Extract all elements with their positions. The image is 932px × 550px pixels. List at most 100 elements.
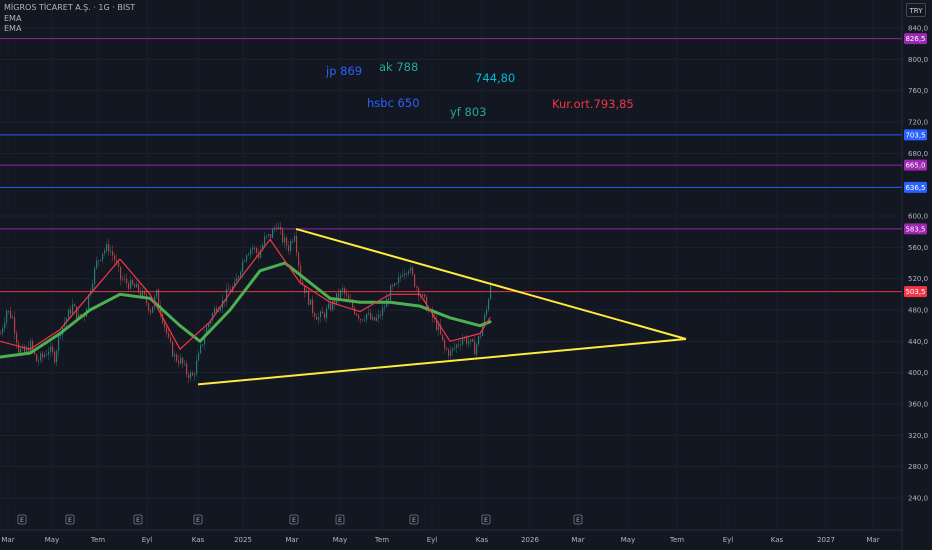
candle-body [348, 295, 350, 301]
x-tick-label: Tem [669, 536, 684, 544]
candle-body [112, 251, 114, 256]
annotation-jp[interactable]: jp 869 [326, 64, 363, 78]
x-tick-label: Tem [374, 536, 389, 544]
earnings-marker: E [335, 514, 345, 525]
candle-body [196, 360, 198, 374]
annotation-kur-ort[interactable]: Kur.ort.793,85 [552, 97, 634, 111]
candle-body [330, 303, 332, 310]
candle-body [30, 341, 32, 353]
x-tick-label: Mar [866, 536, 879, 544]
currency-button[interactable]: TRY [906, 3, 926, 17]
candle-body [44, 354, 46, 358]
y-tick-label: 800,0 [908, 56, 928, 64]
candle-body [212, 313, 214, 320]
candle-body [16, 333, 18, 343]
candle-body [388, 298, 390, 301]
ema-lines [0, 238, 492, 359]
level-tag [904, 159, 927, 171]
annotation-price[interactable]: 744,80 [475, 71, 516, 85]
annotation-ak[interactable]: ak 788 [379, 60, 419, 74]
candle-body [114, 255, 116, 261]
earnings-icon [289, 514, 299, 525]
y-tick-label: 480,0 [908, 307, 928, 315]
candle-body [480, 335, 482, 337]
symbol-title[interactable]: MİGROS TİCARET A.Ş. · 1G · BIST [4, 3, 136, 12]
candle-body [382, 307, 384, 316]
earnings-marker: E [133, 514, 143, 525]
candle-body [270, 234, 272, 238]
x-tick-label: Eyl [427, 536, 438, 544]
candle-body [32, 341, 34, 350]
x-tick-label: Kas [192, 536, 205, 544]
earnings-marker: E [17, 514, 27, 525]
candle-body [374, 317, 376, 321]
level-tag [904, 33, 927, 45]
candle-body [298, 252, 300, 266]
candle-body [262, 244, 264, 251]
candle-body [54, 351, 56, 363]
candle-body [110, 251, 112, 253]
candle-body [194, 373, 196, 376]
y-tick-label: 400,0 [908, 369, 928, 377]
candle-body [258, 252, 260, 258]
earnings-icon [481, 514, 491, 525]
candle-body [226, 288, 228, 302]
x-tick-label: Mar [571, 536, 584, 544]
candle-body [490, 285, 492, 300]
candle-body [108, 244, 110, 252]
candle-body [248, 254, 250, 256]
candle-body [26, 347, 28, 353]
candle-body [8, 310, 10, 312]
candle-body [326, 308, 328, 318]
candle-body [446, 348, 448, 350]
candle-body [280, 226, 282, 230]
candle-body [360, 318, 362, 320]
time-axis: Mar May Tem Eyl Kas 2025 Mar May Tem Eyl Kas 2026 Ma… [1, 536, 879, 544]
y-tick-label: 680,0 [908, 150, 928, 158]
candle-body [302, 281, 304, 286]
candle-body [242, 261, 244, 272]
candle-body [66, 318, 68, 323]
annotation-yf[interactable]: yf 803 [450, 105, 487, 119]
annotation-hsbc[interactable]: hsbc 650 [367, 96, 420, 110]
candle-body [96, 260, 98, 269]
candle-body [240, 271, 242, 277]
candle-body [140, 291, 142, 296]
candle-body [92, 284, 94, 291]
candle-body [178, 360, 180, 364]
candle-body [48, 351, 50, 355]
y-tick-label: 440,0 [908, 338, 928, 346]
candle-body [218, 310, 220, 312]
ema-legend-1[interactable]: EMA [4, 13, 22, 23]
candle-body [354, 307, 356, 314]
candle-body [18, 342, 20, 353]
candle-body [370, 312, 372, 320]
candle-body [52, 346, 54, 352]
candle-body [342, 288, 344, 291]
candle-body [98, 260, 100, 262]
level-tag-label: 826,5 [905, 35, 925, 43]
level-tag-label: 583,5 [905, 225, 925, 233]
candle-body [346, 293, 348, 296]
candle-body [20, 348, 22, 353]
candle-body [40, 353, 42, 361]
candle-body [422, 294, 424, 296]
candle-body [204, 335, 206, 345]
candle-body [94, 268, 96, 285]
candle-body [164, 322, 166, 328]
candle-body [312, 299, 314, 313]
level-tag-label: 503,5 [905, 288, 925, 296]
candle-body [6, 310, 8, 323]
candle-body [320, 311, 322, 318]
candle-body [402, 275, 404, 277]
ema-legend-2[interactable]: EMA [4, 24, 22, 33]
candle-body [230, 289, 232, 292]
earnings-icon [65, 514, 75, 525]
y-tick-label: 280,0 [908, 463, 928, 471]
candle-body [398, 277, 400, 284]
candle-body [142, 291, 144, 296]
candle-body [190, 372, 192, 379]
candle-body [174, 354, 176, 357]
candle-body [484, 314, 486, 326]
